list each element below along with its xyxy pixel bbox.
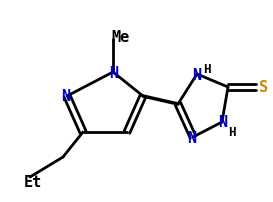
Text: N: N	[61, 89, 70, 104]
Text: S: S	[259, 80, 269, 95]
Text: N: N	[188, 131, 197, 146]
Text: H: H	[203, 63, 211, 76]
Text: N: N	[192, 68, 201, 83]
Text: N: N	[109, 66, 118, 81]
Text: Et: Et	[24, 175, 42, 189]
Text: H: H	[228, 126, 236, 139]
Text: N: N	[218, 115, 228, 130]
Text: Me: Me	[111, 29, 129, 44]
